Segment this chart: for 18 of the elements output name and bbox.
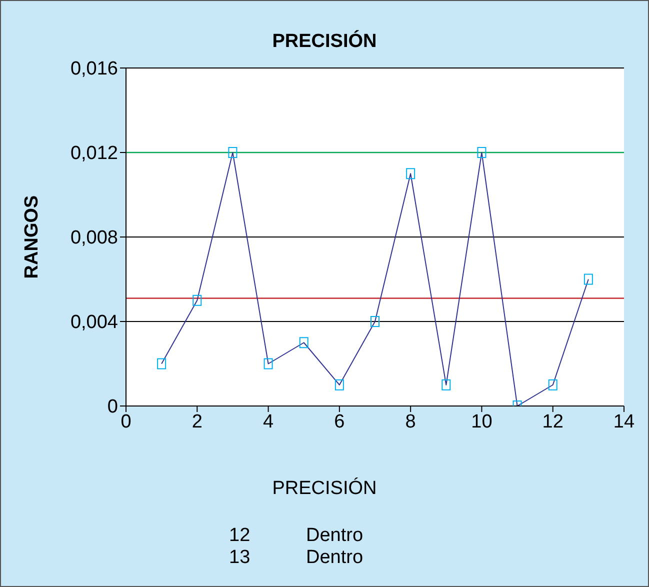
x-axis-title: PRECISIÓN bbox=[271, 478, 378, 500]
y-tick-label: 0 bbox=[107, 396, 118, 418]
y-tick-label: 0,016 bbox=[70, 58, 118, 80]
chart-title: PRECISIÓN bbox=[271, 31, 378, 53]
text: 12 Dentro bbox=[229, 525, 364, 546]
x-tick-label: 12 bbox=[542, 411, 564, 432]
text: 13 Dentro bbox=[229, 547, 364, 568]
y-axis-title: RANGOS bbox=[22, 195, 43, 279]
x-tick-label: 14 bbox=[613, 411, 635, 432]
x-tick-label: 4 bbox=[262, 411, 274, 432]
x-tick-label: 2 bbox=[192, 411, 202, 432]
x-tick-label: 8 bbox=[405, 411, 416, 432]
y-tick-label: 0,012 bbox=[70, 143, 118, 164]
x-tick-label: 6 bbox=[334, 411, 345, 432]
y-tick-label: 0,008 bbox=[70, 228, 118, 249]
x-tick-label: 10 bbox=[471, 411, 492, 432]
y-tick-label: 0,004 bbox=[70, 312, 118, 334]
x-tick-label: 0 bbox=[120, 411, 132, 432]
